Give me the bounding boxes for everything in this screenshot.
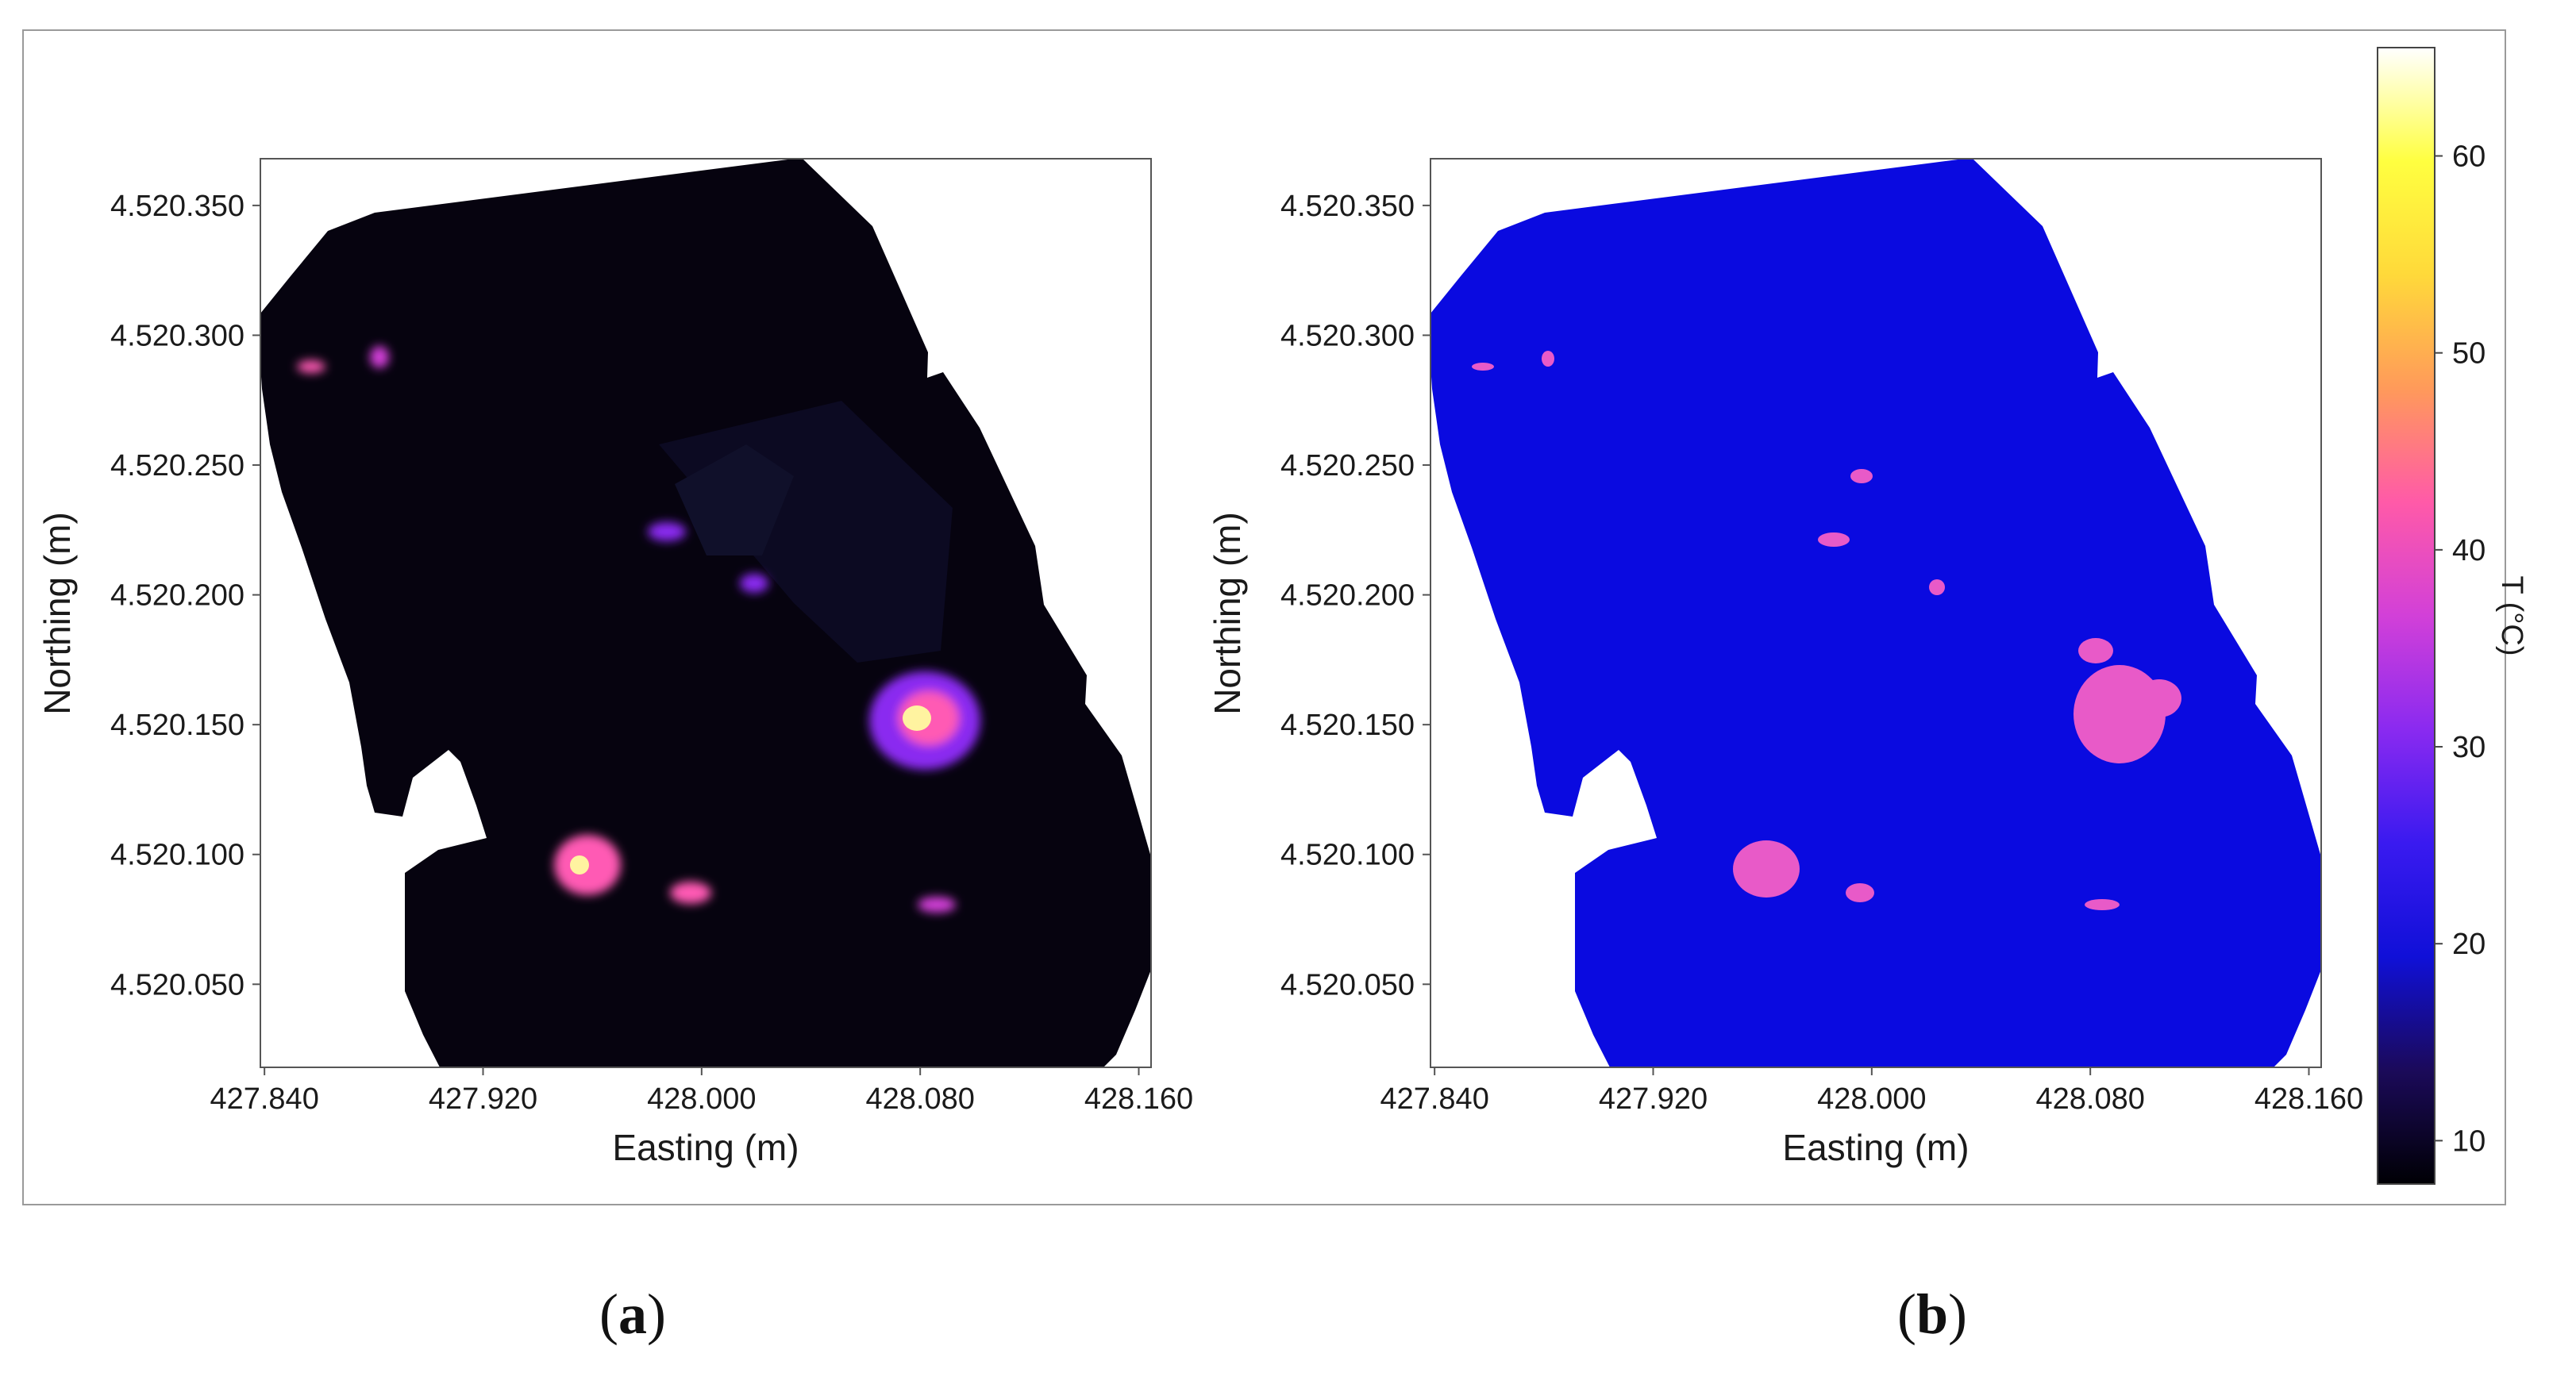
hotspot-a-mid-2 bbox=[740, 574, 768, 593]
x-tick-label: 427.920 bbox=[1599, 1082, 1708, 1116]
panel-b-caption: (b) bbox=[1897, 1282, 1968, 1346]
y-tick-label: 4.520.250 bbox=[110, 449, 245, 482]
x-tick-label: 428.000 bbox=[1817, 1082, 1926, 1116]
axes-b-xlabel: Easting (m) bbox=[1782, 1127, 1969, 1168]
x-tick-label: 428.080 bbox=[2035, 1082, 2144, 1116]
y-tick-label: 4.520.150 bbox=[110, 709, 245, 742]
colorbar-tick-label: 60 bbox=[2452, 140, 2486, 173]
colorbar-ticks: 10 20 30 40 50 60 bbox=[2435, 140, 2486, 1158]
y-tick-label: 4.520.250 bbox=[1280, 449, 1415, 482]
hotspot-b-mid-1 bbox=[1818, 532, 1850, 547]
x-tick-label: 428.160 bbox=[2254, 1082, 2363, 1116]
x-tick-label: 428.080 bbox=[865, 1082, 974, 1116]
y-tick-label: 4.520.150 bbox=[1280, 709, 1415, 742]
colorbar: 10 20 30 40 50 60 T (°C) bbox=[2377, 47, 2528, 1185]
hotspot-a-west-core bbox=[570, 855, 589, 875]
hotspot-b-nw-1 bbox=[1472, 363, 1494, 371]
hotspot-a-nw-2 bbox=[370, 346, 389, 368]
hotspot-b-mid-3 bbox=[1929, 579, 1945, 595]
axes-a-ylabel: Northing (m) bbox=[37, 512, 78, 715]
hotspot-a-south bbox=[918, 897, 956, 913]
colorbar-tick-label: 20 bbox=[2452, 928, 2486, 961]
y-tick-label: 4.520.300 bbox=[1280, 319, 1415, 352]
panel-a-letter: a bbox=[618, 1282, 647, 1346]
hotspot-b-south bbox=[2085, 899, 2120, 910]
x-tick-label: 427.920 bbox=[429, 1082, 537, 1116]
y-tick-label: 4.520.350 bbox=[1280, 190, 1415, 223]
hotspot-b-west-2 bbox=[1846, 883, 1874, 902]
colorbar-tick-label: 30 bbox=[2452, 731, 2486, 764]
panel-a: 427.840 427.920 428.000 428.080 428.160 4.520… bbox=[37, 158, 1193, 1168]
hotspot-b-center-3 bbox=[2078, 638, 2113, 663]
hotspot-a-west-2 bbox=[670, 882, 711, 904]
survey-area-map-a bbox=[260, 159, 1151, 1067]
colorbar-label: T (°C) bbox=[2495, 575, 2528, 655]
axes-a-ticks: 427.840 427.920 428.000 428.080 428.160 4.520… bbox=[110, 190, 1193, 1116]
axes-a-frame bbox=[260, 158, 1152, 1068]
y-tick-label: 4.520.050 bbox=[1280, 968, 1415, 1001]
panel-b: 427.840 427.920 428.000 428.080 428.160 4.520… bbox=[1207, 158, 2363, 1168]
axes-b-ylabel: Northing (m) bbox=[1207, 512, 1248, 715]
colorbar-tick-label: 10 bbox=[2452, 1124, 2486, 1158]
axes-a-xlabel: Easting (m) bbox=[612, 1127, 799, 1168]
panel-b-letter: b bbox=[1916, 1282, 1949, 1346]
hotspot-b-mid-2 bbox=[1850, 469, 1873, 483]
x-tick-label: 428.000 bbox=[647, 1082, 756, 1116]
y-tick-label: 4.520.100 bbox=[110, 839, 245, 872]
y-tick-label: 4.520.100 bbox=[1280, 839, 1415, 872]
hotspot-b-center-2 bbox=[2137, 679, 2181, 717]
axes-b-ticks: 427.840 427.920 428.000 428.080 428.160 4.520… bbox=[1280, 190, 2363, 1116]
y-tick-label: 4.520.050 bbox=[110, 968, 245, 1001]
colorbar-tick-label: 40 bbox=[2452, 534, 2486, 567]
survey-area-map-b bbox=[1430, 159, 2321, 1067]
colorbar-tick-label: 50 bbox=[2452, 337, 2486, 371]
hotspot-b-west bbox=[1733, 840, 1800, 898]
hotspot-a-center-core bbox=[903, 705, 931, 731]
field-patch bbox=[675, 444, 794, 555]
x-tick-label: 428.160 bbox=[1084, 1082, 1193, 1116]
hotspot-a-nw-1 bbox=[297, 360, 325, 373]
x-tick-label: 427.840 bbox=[1380, 1082, 1488, 1116]
axes-b-frame bbox=[1430, 158, 2322, 1068]
y-tick-label: 4.520.300 bbox=[110, 319, 245, 352]
panel-a-caption: (a) bbox=[599, 1282, 666, 1346]
y-tick-label: 4.520.200 bbox=[1280, 579, 1415, 613]
y-tick-label: 4.520.200 bbox=[110, 579, 245, 613]
colorbar-fill bbox=[2377, 47, 2435, 1185]
hotspot-b-nw-2 bbox=[1542, 351, 1554, 367]
y-tick-label: 4.520.350 bbox=[110, 190, 245, 223]
x-tick-label: 427.840 bbox=[210, 1082, 318, 1116]
hotspot-a-mid-1 bbox=[648, 522, 686, 541]
